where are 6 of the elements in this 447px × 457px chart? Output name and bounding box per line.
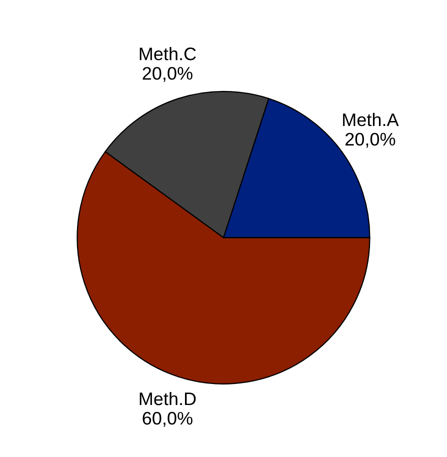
data-label: 20,0%	[346, 132, 396, 148]
slice-label: Meth.D	[140, 392, 196, 406]
slice-label: Meth.C	[140, 47, 196, 60]
data-label: 60,0%	[142, 412, 192, 427]
data-label: 20,0%	[142, 66, 192, 82]
slice-label: Meth.A	[343, 112, 399, 126]
